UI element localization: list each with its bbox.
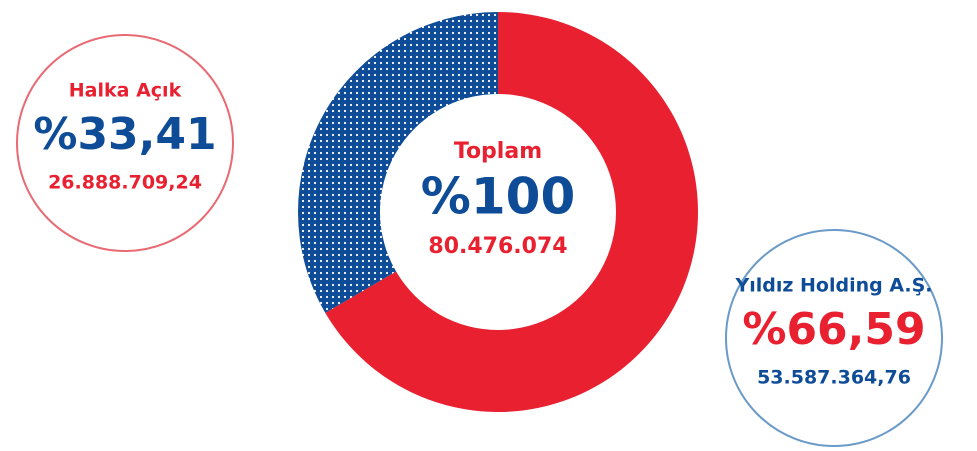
center-value: %100 — [421, 168, 575, 226]
label-circle — [16, 34, 234, 252]
value-label: %33,41 — [33, 109, 216, 160]
legend-name: Halka Açık — [69, 80, 182, 102]
label-circle — [725, 229, 943, 447]
center-title: Toplam — [454, 139, 542, 164]
amount-label: 53.587.364,76 — [757, 367, 911, 389]
amount-label: 26.888.709,24 — [48, 172, 202, 194]
value-label: %66,59 — [742, 304, 925, 355]
legend-name: Yıldız Holding A.Ş. — [734, 275, 932, 297]
donut-segment — [297, 12, 498, 313]
donut-segment — [325, 12, 698, 412]
center-amount: 80.476.074 — [428, 234, 567, 259]
